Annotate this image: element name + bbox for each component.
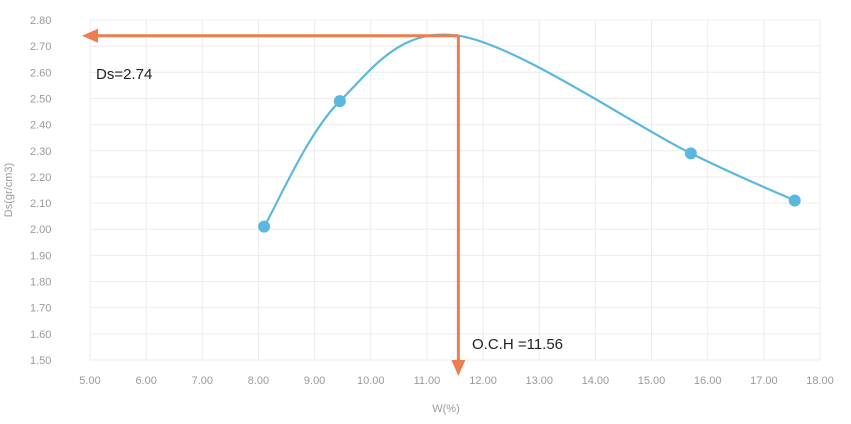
x-tick-labels: 5.00 6.00 7.00 8.00 9.00 10.00 11.00 12.00 13.00…	[79, 375, 833, 387]
y-tick-label: 1.50	[30, 355, 51, 367]
x-tick-label: 8.00	[248, 375, 269, 387]
x-tick-label: 14.00	[582, 375, 610, 387]
x-tick-label: 12.00	[469, 375, 497, 387]
y-tick-label: 2.60	[30, 67, 51, 79]
y-tick-label: 2.80	[30, 15, 51, 27]
y-tick-label: 2.00	[30, 224, 51, 236]
y-tick-label: 2.40	[30, 120, 51, 132]
y-tick-label: 2.70	[30, 41, 51, 53]
y-tick-label: 1.60	[30, 329, 51, 341]
x-tick-label: 18.00	[806, 375, 834, 387]
x-tick-label: 11.00	[414, 375, 441, 387]
data-points	[258, 95, 801, 233]
data-point	[788, 194, 801, 207]
y-tick-label: 1.90	[30, 250, 51, 262]
y-tick-labels: 1.50 1.60 1.70 1.80 1.90 2.00 2.10 2.20 2.30 2.40…	[30, 15, 51, 367]
y-tick-label: 2.30	[30, 146, 51, 158]
x-tick-label: 5.00	[79, 375, 100, 387]
och-annotation: O.C.H =11.56	[472, 336, 563, 353]
arrow-down-head	[451, 360, 466, 376]
data-point	[333, 95, 346, 108]
series-curve	[263, 33, 796, 228]
ds-annotation: Ds=2.74	[96, 66, 152, 83]
y-tick-label: 2.10	[30, 198, 51, 210]
data-point	[684, 147, 697, 160]
y-axis-title: Ds(gr/cm3)	[3, 163, 15, 217]
y-tick-label: 2.50	[30, 93, 51, 105]
x-tick-label: 9.00	[304, 375, 325, 387]
y-tick-label: 1.80	[30, 277, 51, 289]
x-axis-title: W(%)	[432, 403, 460, 415]
x-tick-label: 15.00	[638, 375, 666, 387]
x-tick-label: 16.00	[694, 375, 722, 387]
x-tick-label: 7.00	[192, 375, 213, 387]
gridlines	[89, 19, 821, 361]
data-point	[258, 220, 271, 233]
x-tick-label: 6.00	[135, 375, 156, 387]
x-tick-label: 10.00	[357, 375, 385, 387]
y-tick-label: 1.70	[30, 303, 51, 315]
x-tick-label: 13.00	[525, 375, 553, 387]
y-tick-label: 2.20	[30, 172, 51, 184]
x-tick-label: 17.00	[750, 375, 778, 387]
annotation-arrows	[82, 28, 466, 376]
arrow-left-head	[82, 28, 98, 43]
